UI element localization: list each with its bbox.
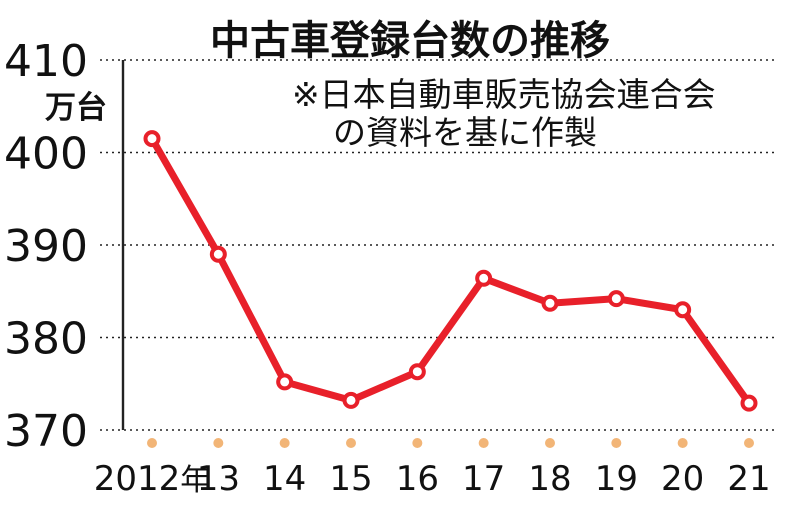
data-point <box>740 394 758 412</box>
data-point <box>276 373 294 391</box>
x-tick-label: 20 <box>661 459 704 499</box>
x-tick-label: 21 <box>727 459 770 499</box>
x-marker <box>346 438 356 448</box>
source-note-line-2: の資料を基に作製 <box>333 113 597 152</box>
data-point <box>541 294 559 312</box>
x-marker <box>744 438 754 448</box>
source-note-line-1: ※日本自動車販売協会連合会 <box>292 75 716 114</box>
series-group <box>143 130 758 412</box>
x-marker <box>213 438 224 448</box>
data-point <box>408 363 426 381</box>
series <box>143 130 758 412</box>
x-markers <box>147 438 754 448</box>
x-marker <box>545 438 555 448</box>
x-tick-label: 15 <box>329 459 372 499</box>
data-point <box>143 130 161 148</box>
y-tick-label: 410 <box>4 36 88 87</box>
x-tick-label: 14 <box>263 459 306 499</box>
x-marker <box>412 438 423 448</box>
y-tick-label: 400 <box>4 129 88 180</box>
gridlines <box>100 59 778 431</box>
x-marker <box>147 438 157 448</box>
x-tick-label: 13 <box>197 459 240 499</box>
data-point <box>475 269 493 287</box>
x-tick-label: 16 <box>396 459 439 499</box>
x-marker <box>279 438 290 448</box>
y-unit-label: 万台 <box>45 90 107 126</box>
y-tick-label: 380 <box>4 314 88 365</box>
x-tick-label: 18 <box>528 459 571 499</box>
y-tick-labels: 370 380 390 400 410 <box>4 36 88 457</box>
data-point <box>342 391 360 409</box>
data-point <box>209 245 227 263</box>
x-marker <box>611 438 622 448</box>
x-tick-label: 2012年 <box>94 459 211 499</box>
x-tick-label: 17 <box>462 459 505 499</box>
data-point <box>607 290 625 308</box>
y-tick-label: 370 <box>4 406 88 457</box>
chart-title: 中古車登録台数の推移 <box>210 18 610 64</box>
y-tick-label: 390 <box>4 221 88 272</box>
series-line <box>148 135 753 407</box>
data-point <box>674 301 692 319</box>
x-tick-label: 19 <box>595 459 638 499</box>
x-marker <box>677 438 688 448</box>
x-marker <box>478 438 489 448</box>
